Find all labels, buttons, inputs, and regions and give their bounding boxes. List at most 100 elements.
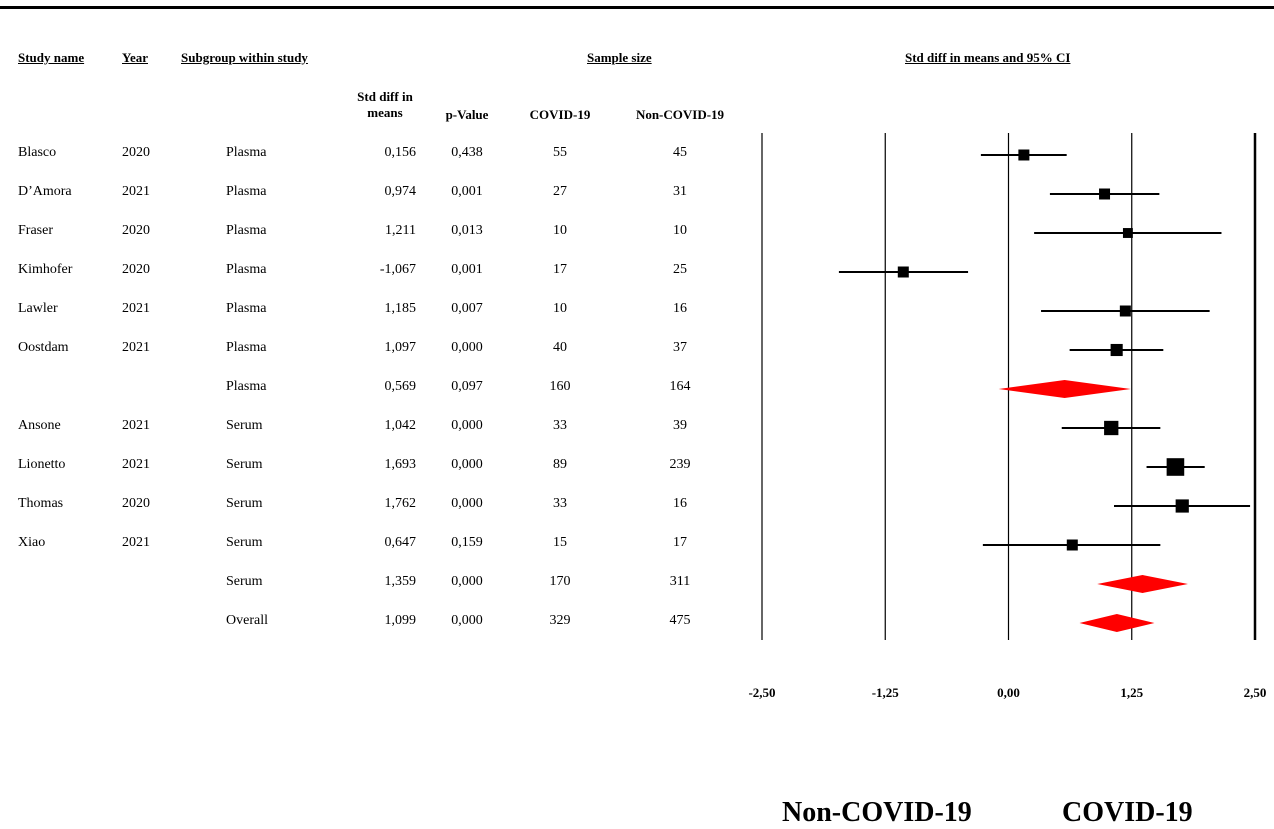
non-covid-n-cell: 37 — [673, 340, 687, 355]
smd-cell: 1,693 — [384, 457, 417, 472]
summary-row: Serum 1,359 0,000 170 311 — [0, 574, 760, 594]
non-covid-n-cell: 45 — [673, 145, 687, 160]
non-covid-n-cell: 17 — [673, 535, 687, 550]
effect-square — [1066, 539, 1078, 551]
smd-cell: 1,211 — [385, 223, 416, 238]
subheader-non-covid: Non-COVID-19 — [635, 107, 725, 122]
year-cell: 2020 — [122, 145, 150, 160]
effect-square — [897, 266, 909, 278]
subheader-p-value: p-Value — [445, 107, 489, 122]
summary-row: Plasma 0,569 0,097 160 164 — [0, 379, 760, 399]
subheader-smd: Std diff in means — [357, 89, 413, 120]
covid-n-cell: 55 — [553, 145, 567, 160]
smd-cell: 0,974 — [384, 184, 417, 199]
p-value-cell: 0,159 — [451, 535, 483, 550]
year-cell: 2021 — [122, 340, 150, 355]
p-value-cell: 0,000 — [451, 418, 483, 433]
covid-n-cell: 33 — [553, 496, 567, 511]
subgroup-cell: Plasma — [226, 340, 267, 355]
non-covid-n-cell: 311 — [669, 574, 691, 589]
effect-square — [1122, 228, 1133, 238]
smd-cell: 1,042 — [384, 418, 417, 433]
covid-n-cell: 15 — [553, 535, 567, 550]
subgroup-cell: Plasma — [226, 379, 267, 394]
summary-row: Overall 1,099 0,000 329 475 — [0, 613, 760, 633]
header-ci: Std diff in means and 95% CI — [905, 50, 1071, 65]
study-name-cell: Thomas — [18, 496, 64, 511]
year-cell: 2020 — [122, 496, 150, 511]
p-value-cell: 0,000 — [451, 613, 483, 628]
effect-square — [1018, 149, 1030, 161]
effect-square — [1119, 305, 1131, 317]
study-name-cell: Ansone — [18, 418, 61, 433]
smd-cell: 0,647 — [384, 535, 417, 550]
table-row: Lionetto 2021 Serum 1,693 0,000 89 239 — [0, 457, 760, 477]
covid-n-cell: 27 — [553, 184, 567, 199]
covid-n-cell: 17 — [553, 262, 567, 277]
study-name-cell: D’Amora — [18, 184, 72, 199]
covid-n-cell: 40 — [553, 340, 567, 355]
table-row: Blasco 2020 Plasma 0,156 0,438 55 45 — [0, 145, 760, 165]
non-covid-n-cell: 25 — [673, 262, 687, 277]
subgroup-cell: Plasma — [226, 262, 267, 277]
covid-n-cell: 10 — [553, 301, 567, 316]
year-cell: 2020 — [122, 223, 150, 238]
subgroup-cell: Plasma — [226, 184, 267, 199]
smd-cell: 1,359 — [384, 574, 417, 589]
favours-covid-label: COVID-19 — [1062, 797, 1193, 828]
table-row: Fraser 2020 Plasma 1,211 0,013 10 10 — [0, 223, 760, 243]
non-covid-n-cell: 16 — [673, 496, 687, 511]
covid-n-cell: 89 — [553, 457, 567, 472]
non-covid-n-cell: 164 — [669, 379, 691, 394]
subgroup-cell: Plasma — [226, 301, 267, 316]
non-covid-n-cell: 16 — [673, 301, 687, 316]
subgroup-cell: Serum — [226, 418, 263, 433]
table-row: Ansone 2021 Serum 1,042 0,000 33 39 — [0, 418, 760, 438]
covid-n-cell: 170 — [549, 574, 571, 589]
header-study-name: Study name — [18, 50, 85, 65]
non-covid-n-cell: 31 — [673, 184, 687, 199]
table-row: Xiao 2021 Serum 0,647 0,159 15 17 — [0, 535, 760, 555]
year-cell: 2021 — [122, 418, 150, 433]
p-value-cell: 0,007 — [451, 301, 483, 316]
p-value-cell: 0,001 — [451, 262, 483, 277]
x-tick-label: 2,50 — [1244, 685, 1267, 700]
x-tick-label: 1,25 — [1120, 685, 1143, 700]
smd-cell: 1,097 — [384, 340, 417, 355]
x-tick-label: -1,25 — [872, 685, 900, 700]
study-name-cell: Lionetto — [18, 457, 66, 472]
p-value-cell: 0,001 — [451, 184, 483, 199]
p-value-cell: 0,013 — [451, 223, 483, 238]
effect-square — [1104, 420, 1119, 436]
non-covid-n-cell: 239 — [669, 457, 691, 472]
subgroup-cell: Plasma — [226, 223, 267, 238]
subgroup-cell: Serum — [226, 535, 263, 550]
top-rule — [0, 6, 1274, 9]
smd-cell: 0,569 — [384, 379, 417, 394]
smd-cell: -1,067 — [379, 262, 416, 277]
study-name-cell: Lawler — [18, 301, 58, 316]
year-cell: 2021 — [122, 301, 150, 316]
effect-square — [1099, 188, 1111, 200]
study-name-cell: Xiao — [18, 535, 46, 550]
summary-diamond — [1097, 575, 1188, 593]
study-name-cell: Blasco — [18, 145, 57, 160]
non-covid-n-cell: 39 — [673, 418, 687, 433]
study-name-cell: Fraser — [18, 223, 53, 238]
table-row: Lawler 2021 Plasma 1,185 0,007 10 16 — [0, 301, 760, 321]
p-value-cell: 0,000 — [451, 574, 483, 589]
x-tick-label: 0,00 — [997, 685, 1020, 700]
table-row: Thomas 2020 Serum 1,762 0,000 33 16 — [0, 496, 760, 516]
subgroup-cell: Serum — [226, 574, 263, 589]
summary-diamond — [998, 380, 1131, 398]
covid-n-cell: 33 — [553, 418, 567, 433]
year-cell: 2021 — [122, 457, 150, 472]
table-row: D’Amora 2021 Plasma 0,974 0,001 27 31 — [0, 184, 760, 204]
header-subgroup: Subgroup within study — [181, 50, 308, 65]
study-name-cell: Kimhofer — [18, 262, 73, 277]
year-cell: 2021 — [122, 184, 150, 199]
p-value-cell: 0,000 — [451, 340, 483, 355]
smd-cell: 1,762 — [384, 496, 417, 511]
subgroup-cell: Serum — [226, 496, 263, 511]
